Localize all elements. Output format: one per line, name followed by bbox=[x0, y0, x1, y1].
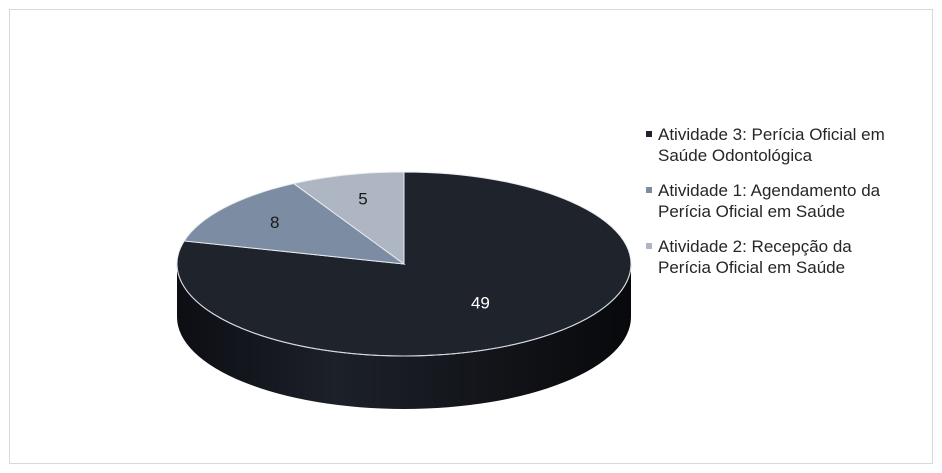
legend-item-atividade-3: Atividade 3: Perícia Oficial em Saúde Odo… bbox=[646, 124, 936, 166]
legend-label-line1: Atividade 1: Agendamento da bbox=[658, 181, 881, 200]
pie-front-rim bbox=[176, 263, 632, 357]
pie-slice-2 bbox=[183, 183, 406, 265]
legend-label-line2: Perícia Oficial em Saúde bbox=[658, 258, 846, 277]
legend-swatch bbox=[646, 131, 652, 137]
pie-side-wall bbox=[177, 264, 631, 409]
legend-swatch bbox=[646, 187, 652, 193]
legend-item-atividade-1: Atividade 1: Agendamento da Perícia Ofici… bbox=[646, 180, 936, 222]
pie-side-wall-shape bbox=[177, 264, 631, 409]
legend-swatch bbox=[646, 243, 652, 249]
pie-data-labels: 49 8 5 bbox=[270, 189, 490, 312]
legend-item-atividade-2: Atividade 2: Recepção da Perícia Oficial … bbox=[646, 236, 936, 278]
pie-data-label-3: 5 bbox=[358, 189, 367, 208]
legend-label-line2: Saúde Odontológica bbox=[658, 146, 813, 165]
pie-data-label-1: 49 bbox=[471, 293, 490, 312]
pie-data-label-2: 8 bbox=[270, 213, 279, 232]
legend: Atividade 3: Perícia Oficial em Saúde Odo… bbox=[646, 124, 936, 292]
legend-label-line2: Perícia Oficial em Saúde bbox=[658, 202, 846, 221]
pie-slice-3 bbox=[292, 171, 405, 265]
legend-label-line1: Atividade 3: Perícia Oficial em bbox=[658, 125, 885, 144]
pie-slices bbox=[176, 171, 632, 357]
legend-label-line1: Atividade 2: Recepção da bbox=[658, 237, 852, 256]
